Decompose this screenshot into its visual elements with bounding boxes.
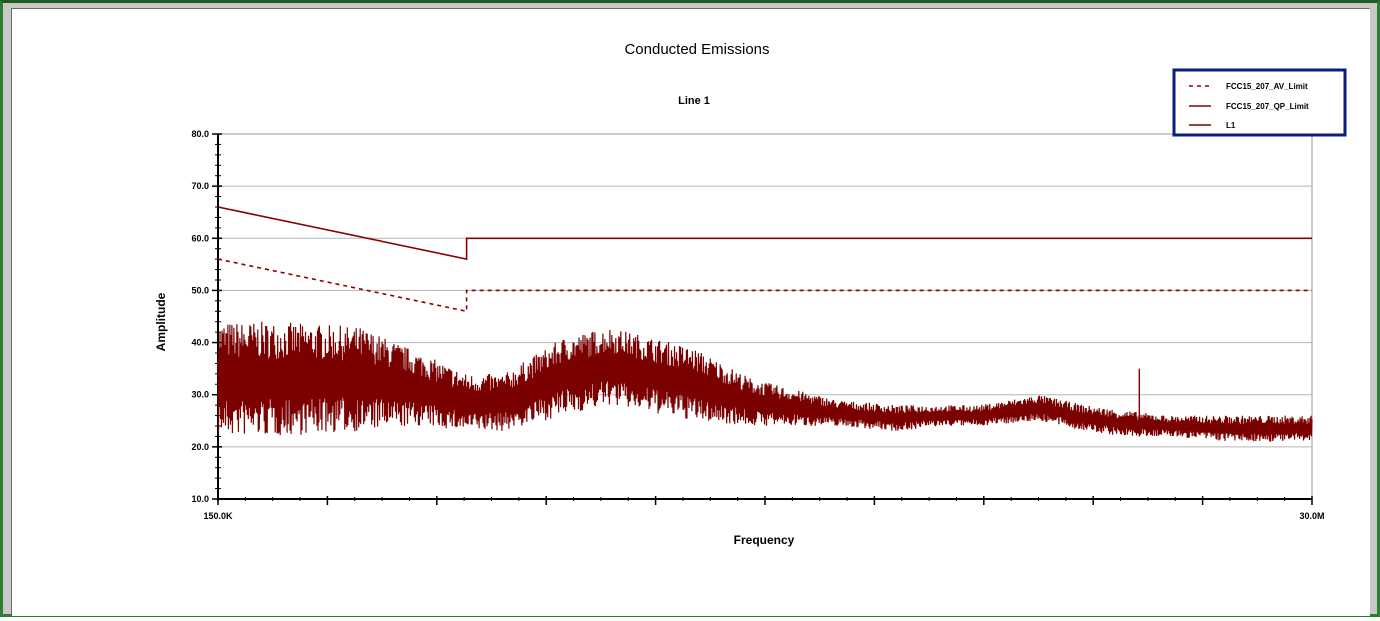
x-tick-label: 150.0K [203,511,233,521]
y-tick-label: 10.0 [191,494,209,504]
series-l1 [217,321,1313,442]
y-tick-label: 30.0 [191,390,209,400]
axes: 10.0 20.0 30.0 40.0 50.0 60.0 70.0 80.0 150.0K 30… [191,129,1324,521]
legend-label-qp-limit: FCC15_207_QP_Limit [1226,102,1309,111]
x-tick-label: 30.0M [1299,511,1324,521]
plot-frame [217,133,1313,500]
chart-title: Conducted Emissions [624,41,769,58]
series-lines [217,206,1313,442]
y-tick-label: 40.0 [191,338,209,348]
y-tick-label: 80.0 [191,129,209,139]
legend-label-av-limit: FCC15_207_AV_Limit [1226,82,1308,91]
series-fcc15-207-qp-limit [217,206,1312,261]
y-tick-label: 20.0 [191,442,209,452]
y-axis-label: Amplitude [154,292,168,351]
y-tick-label: 70.0 [191,181,209,191]
legend-box [1172,68,1347,137]
x-axis-label: Frequency [734,533,795,547]
legend-label-l1: L1 [1226,121,1236,130]
y-tick-label: 60.0 [191,233,209,243]
chart-panel: Conducted Emissions Line 1 Amplitude Fre… [11,8,1370,616]
legend: FCC15_207_AV_Limit FCC15_207_QP_Limit L1 [1172,68,1347,137]
series-fcc15-207-av-limit [217,258,1312,313]
y-tick-label: 50.0 [191,285,209,295]
grid-lines [217,133,1313,500]
chart-subtitle: Line 1 [678,95,710,107]
emissions-chart: Conducted Emissions Line 1 Amplitude Fre… [154,41,1347,547]
